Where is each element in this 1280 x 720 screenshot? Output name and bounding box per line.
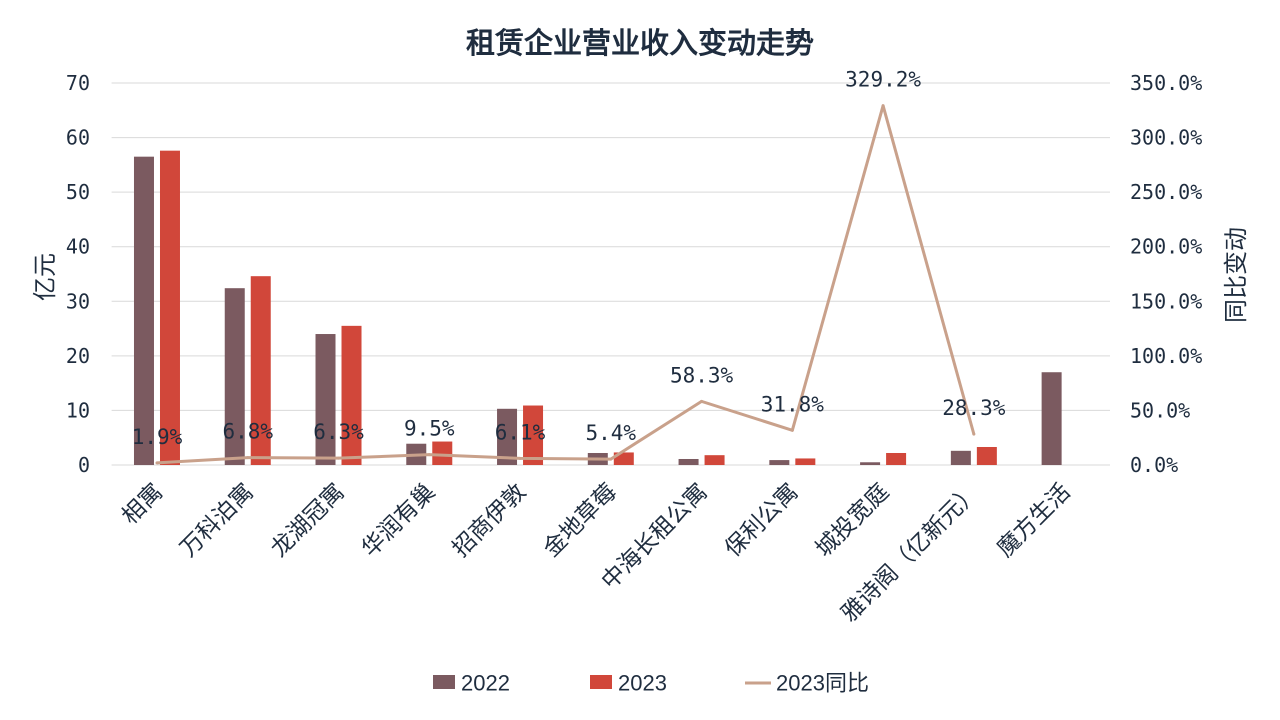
yoy-data-label: 31.8%	[761, 392, 825, 416]
y2-tick-label: 100.0%	[1130, 344, 1202, 368]
bar-2023	[795, 458, 816, 465]
bar-2023	[159, 150, 180, 465]
y-tick-label: 30	[66, 289, 90, 313]
gridlines	[111, 82, 1110, 466]
yoy-data-label: 5.4%	[586, 421, 637, 445]
y-tick-label: 10	[66, 398, 90, 422]
bars	[133, 150, 1062, 465]
y-tick-label: 60	[66, 126, 90, 150]
bar-2023	[886, 452, 907, 465]
yoy-point	[881, 104, 885, 108]
bar-2023	[250, 276, 271, 465]
bar-2022	[497, 408, 518, 465]
yoy-data-label: 9.5%	[404, 417, 455, 441]
yoy-point	[518, 456, 522, 460]
bar-2022	[678, 458, 699, 465]
data-labels: 1.9% 6.8% 6.3% 9.5% 6.1% 5.4% 58.3% 31.8% 329.2%…	[132, 68, 1006, 449]
y2-axis-title: 同比变动	[1222, 227, 1250, 323]
bar-2022	[224, 288, 245, 465]
legend-swatch-2023	[590, 675, 612, 689]
yoy-point	[790, 428, 794, 432]
legend-swatch-2022	[433, 675, 455, 689]
bar-2023	[704, 455, 725, 465]
yoy-point	[972, 432, 976, 436]
bar-2022	[769, 460, 790, 465]
yoy-data-label: 1.9%	[132, 425, 183, 449]
yoy-point	[246, 456, 250, 460]
yoy-point	[155, 461, 159, 465]
y2-tick-label: 300.0%	[1130, 126, 1202, 150]
yoy-point	[427, 453, 431, 457]
y-tick-label: 70	[66, 71, 90, 95]
y-tick-label: 50	[66, 180, 90, 204]
bar-2022	[315, 334, 336, 465]
bar-2023	[341, 325, 362, 465]
bar-2022	[950, 450, 971, 465]
yoy-data-label: 6.1%	[495, 420, 546, 444]
yoy-data-label: 58.3%	[670, 363, 734, 387]
y2-tick-label: 150.0%	[1130, 289, 1202, 313]
yoy-data-label: 329.2%	[845, 68, 921, 92]
yoy-data-label: 6.8%	[222, 420, 273, 444]
bar-2023	[976, 446, 997, 465]
y-axis-title: 亿元	[31, 253, 59, 301]
y-tick-label: 20	[66, 344, 90, 368]
y2-tick-label: 0.0%	[1130, 453, 1178, 477]
legend: 2022 2023 2023同比	[433, 671, 869, 696]
yoy-point	[700, 399, 704, 403]
y2-tick-label: 350.0%	[1130, 71, 1202, 95]
yoy-point	[609, 457, 613, 461]
y-tick-label: 40	[66, 235, 90, 259]
y2-tick-label: 250.0%	[1130, 180, 1202, 204]
bar-2022	[133, 156, 154, 465]
yoy-point	[337, 456, 341, 460]
legend-label-2022: 2022	[461, 671, 510, 696]
bar-2022	[860, 462, 881, 465]
axis-tick-labels: 0 10 20 30 40 50 60 70 0.0% 50.0% 100.0% 150.0% 200.…	[66, 71, 1202, 477]
bar-2023	[432, 441, 453, 465]
y2-tick-label: 200.0%	[1130, 235, 1202, 259]
legend-label-yoy: 2023同比	[776, 671, 869, 696]
y2-tick-label: 50.0%	[1130, 398, 1190, 422]
y-tick-label: 0	[78, 453, 90, 477]
yoy-line	[156, 104, 976, 465]
yoy-data-label: 6.3%	[313, 420, 364, 444]
yoy-line-layer	[155, 104, 976, 465]
chart-title: 租赁企业营业收入变动走势	[466, 26, 814, 60]
legend-label-2023: 2023	[618, 671, 667, 696]
yoy-data-label: 28.3%	[942, 396, 1006, 420]
bar-2022	[1041, 372, 1062, 465]
bar-2023	[523, 405, 544, 465]
